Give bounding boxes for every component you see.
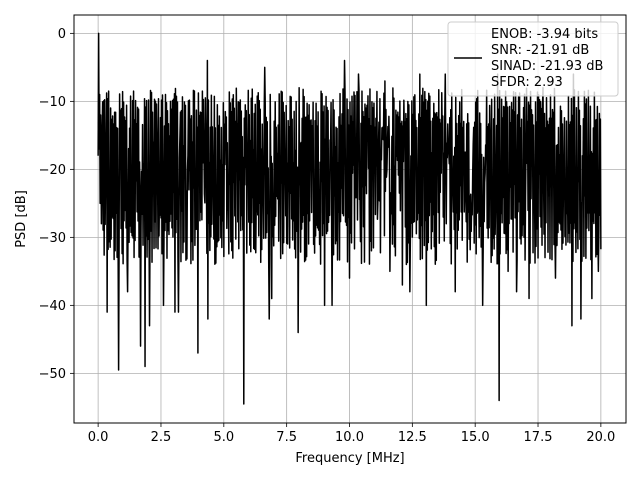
- x-tick-label: 15.0: [461, 430, 490, 445]
- y-axis-title: PSD [dB]: [14, 190, 29, 248]
- axes-frame: [73, 14, 627, 424]
- y-tick-label: −50: [39, 367, 66, 382]
- y-tick-label: 0: [58, 27, 66, 42]
- legend-entry-enob: ENOB: -3.94 bits: [491, 27, 598, 42]
- x-tick-label: 2.5: [151, 430, 172, 445]
- x-tick-label: 5.0: [213, 430, 234, 445]
- legend-entry-sfdr: SFDR: 2.93: [491, 75, 563, 90]
- x-tick-label: 7.5: [276, 430, 297, 445]
- x-axis: 0.0 2.5 5.0 7.5 10.0 12.5 15.0 17.5 20.0: [88, 423, 615, 445]
- x-tick-label: 10.0: [335, 430, 364, 445]
- x-tick-label: 20.0: [586, 430, 615, 445]
- legend-entry-snr: SNR: -21.91 dB: [491, 43, 589, 58]
- x-tick-label: 17.5: [524, 430, 553, 445]
- y-tick-label: −20: [39, 163, 66, 178]
- x-tick-label: 12.5: [398, 430, 427, 445]
- psd-series-line: [97, 32, 602, 405]
- legend-box: [447, 21, 619, 97]
- legend-entry-sinad: SINAD: -21.93 dB: [491, 59, 603, 74]
- y-axis: 0 −10 −20 −30 −40 −50: [39, 27, 74, 382]
- y-tick-label: −10: [39, 95, 66, 110]
- y-tick-label: −30: [39, 231, 66, 246]
- y-tick-label: −40: [39, 299, 66, 314]
- x-tick-label: 0.0: [88, 430, 109, 445]
- plot-area: [97, 32, 602, 405]
- legend: ENOB: -3.94 bits SNR: -21.91 dB SINAD: -…: [447, 21, 619, 97]
- x-axis-title: Frequency [MHz]: [295, 451, 404, 466]
